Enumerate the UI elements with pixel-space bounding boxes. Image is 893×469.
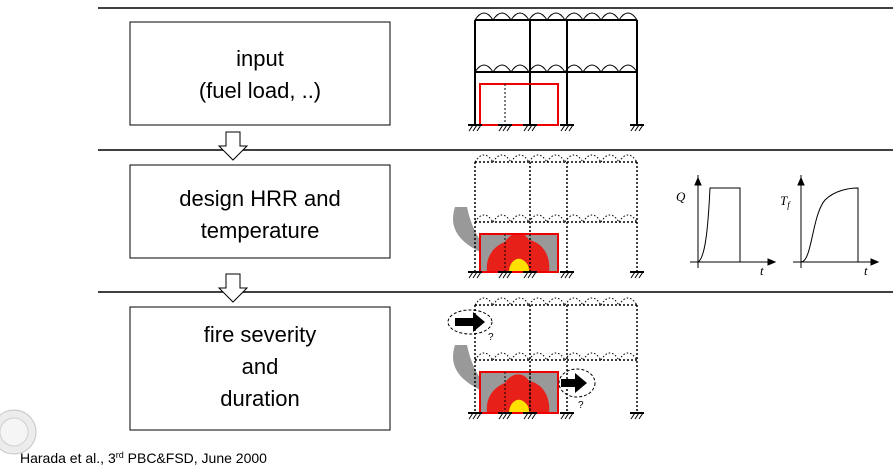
frame-part: [479, 371, 559, 414]
graph-y-label: Tf: [780, 193, 791, 210]
frame-part: [498, 271, 512, 279]
frame-part: [474, 352, 638, 361]
frame-part: [630, 124, 644, 132]
frame-part: [560, 124, 574, 132]
graph-hrr: [690, 175, 777, 268]
frame-part: [498, 412, 512, 420]
graph-temp: [793, 175, 880, 268]
frame-part: [498, 124, 512, 132]
frame-part: [509, 258, 529, 272]
citation-sup: rd: [116, 450, 124, 460]
frames: [447, 12, 644, 420]
frame-part: [455, 312, 485, 332]
down-arrows: [217, 131, 249, 303]
frame-part: [630, 412, 644, 420]
question-mark: ?: [488, 332, 494, 343]
step-text: fire severity: [204, 322, 316, 347]
frame-part: [630, 271, 644, 279]
graph-y-label: Q: [676, 189, 686, 204]
frame-part: [560, 271, 574, 279]
university-seal: [0, 409, 37, 455]
frame-part: [479, 233, 559, 273]
frame-part: [523, 271, 537, 279]
step-text: design HRR and: [179, 186, 340, 211]
graph-x-label: t: [760, 263, 764, 278]
step-boxes: [129, 21, 391, 431]
y-label: T: [780, 193, 788, 208]
frame-part: [474, 64, 638, 73]
frame-part: [474, 297, 638, 306]
frame-part: [561, 373, 587, 393]
citation: Harada et al., 3rd PBC&FSD, June 2000: [20, 450, 267, 466]
frame-part: [523, 412, 537, 420]
frame-part: [468, 124, 482, 132]
frame-part: [509, 399, 529, 413]
question-mark: ?: [578, 400, 584, 411]
step-text: and: [242, 354, 279, 379]
citation-text: PBC&FSD, June 2000: [124, 450, 267, 466]
step-text: duration: [220, 386, 300, 411]
frame-part: [453, 207, 480, 252]
frame-part: [486, 233, 550, 272]
citation-text: Harada et al., 3: [20, 450, 116, 466]
frame-part: [560, 412, 574, 420]
frame-part: [447, 309, 493, 335]
step-text: (fuel load, ..): [199, 78, 321, 103]
frame-part: [558, 368, 596, 398]
frame-part: [479, 83, 559, 126]
frame-part: [453, 345, 480, 390]
step-text: input: [236, 46, 284, 71]
y-subscript: f: [787, 200, 791, 210]
frame-part: [468, 271, 482, 279]
step-text: temperature: [201, 218, 320, 243]
frame-part: [474, 12, 638, 21]
frame-part: [468, 412, 482, 420]
frame-part: [523, 124, 537, 132]
graph-x-label: t: [864, 263, 868, 278]
frame-part: [474, 214, 638, 223]
frame-part: [486, 374, 550, 413]
frame-part: [474, 154, 638, 163]
